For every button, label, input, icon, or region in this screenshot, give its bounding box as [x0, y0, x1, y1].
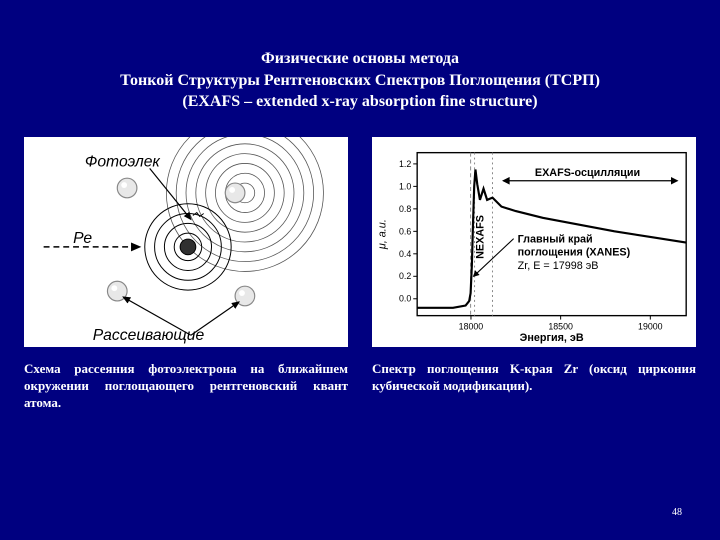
svg-text:Главный край: Главный край — [518, 233, 593, 245]
svg-text:0.4: 0.4 — [399, 249, 411, 259]
right-caption: Спектр поглощения K-края Zr (оксид цирко… — [372, 361, 696, 395]
figures-row: Фотоэлек Ре Рассеивающие Схема рассеяния ф… — [0, 113, 720, 412]
svg-text:Фотоэлек: Фотоэлек — [85, 153, 161, 170]
svg-text:1.0: 1.0 — [399, 181, 411, 191]
svg-text:поглощения (XANES): поглощения (XANES) — [518, 246, 631, 258]
svg-text:EXAFS-осцилляции: EXAFS-осцилляции — [535, 167, 640, 179]
svg-text:Ре: Ре — [73, 230, 92, 247]
title-line-1: Физические основы метода — [0, 48, 720, 70]
svg-text:Энергия, эВ: Энергия, эВ — [520, 332, 584, 344]
svg-text:19000: 19000 — [638, 321, 663, 331]
right-figure: 0.0 0.2 0.4 0.6 0.8 1.0 1.2 18000 18500 19000 μ, a… — [372, 137, 696, 412]
svg-text:0.6: 0.6 — [399, 226, 411, 236]
svg-text:Zr, E = 17998 эВ: Zr, E = 17998 эВ — [518, 260, 599, 272]
left-caption: Схема рассеяния фотоэлектрона на ближайш… — [24, 361, 348, 412]
left-figure: Фотоэлек Ре Рассеивающие Схема рассеяния ф… — [24, 137, 348, 412]
page-number: 48 — [672, 507, 682, 518]
svg-text:18500: 18500 — [548, 321, 573, 331]
title-line-3: (EXAFS – extended x-ray absorption fine … — [0, 91, 720, 113]
svg-text:μ, a.u.: μ, a.u. — [377, 219, 389, 250]
svg-text:NEXAFS: NEXAFS — [475, 215, 487, 259]
svg-text:1.2: 1.2 — [399, 159, 411, 169]
absorption-spectrum: 0.0 0.2 0.4 0.6 0.8 1.0 1.2 18000 18500 19000 μ, a… — [372, 137, 696, 347]
svg-text:0.2: 0.2 — [399, 271, 411, 281]
svg-text:0.8: 0.8 — [399, 204, 411, 214]
title-block: Физические основы метода Тонкой Структур… — [0, 0, 720, 113]
title-line-2: Тонкой Структуры Рентгеновских Спектров … — [0, 70, 720, 92]
svg-text:Рассеивающие: Рассеивающие — [93, 327, 205, 344]
svg-text:0.0: 0.0 — [399, 294, 411, 304]
scattering-diagram: Фотоэлек Ре Рассеивающие — [24, 137, 348, 347]
svg-text:18000: 18000 — [459, 321, 484, 331]
